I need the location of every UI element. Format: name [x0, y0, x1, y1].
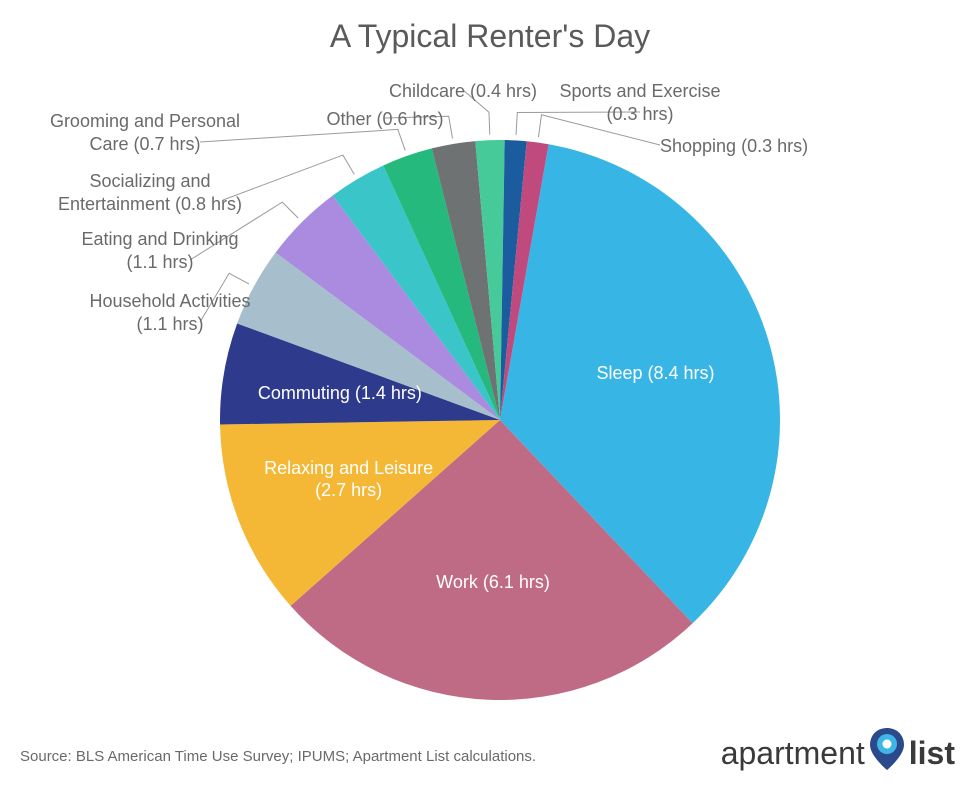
brand-pin-icon — [867, 726, 907, 780]
brand-logo: apartment list — [721, 726, 955, 780]
slice-label-shopping: Shopping (0.3 hrs) — [660, 135, 860, 158]
slice-label-sleep: Sleep (8.4 hrs) — [556, 362, 756, 385]
slice-label-socializing-and-entertainment: Socializing and Entertainment (0.8 hrs) — [40, 170, 260, 215]
slice-label-other: Other (0.6 hrs) — [275, 108, 495, 131]
slice-label-work: Work (6.1 hrs) — [393, 571, 593, 594]
slice-label-household-activities: Household Activities (1.1 hrs) — [60, 290, 280, 335]
slice-label-sports-and-exercise: Sports and Exercise (0.3 hrs) — [530, 80, 750, 125]
pie-chart-container: A Typical Renter's Day Sleep (8.4 hrs)Wo… — [0, 0, 980, 795]
brand-text-1: apartment — [721, 735, 865, 772]
slice-label-eating-and-drinking: Eating and Drinking (1.1 hrs) — [50, 228, 270, 273]
slice-label-commuting: Commuting (1.4 hrs) — [240, 382, 440, 405]
source-text: Source: BLS American Time Use Survey; IP… — [20, 748, 536, 765]
slice-label-relaxing-and-leisure: Relaxing and Leisure (2.7 hrs) — [259, 457, 439, 502]
slice-label-grooming-and-personal-care: Grooming and Personal Care (0.7 hrs) — [35, 110, 255, 155]
brand-text-2: list — [909, 735, 955, 772]
